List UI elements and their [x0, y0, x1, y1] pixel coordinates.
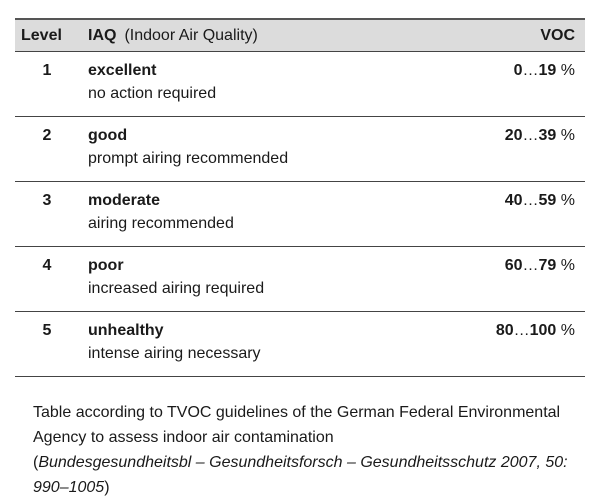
voc-unit: %	[556, 62, 575, 79]
row-level: 4	[42, 257, 52, 274]
header-iaq-abbr: IAQ	[88, 27, 117, 44]
table-caption: Table according to TVOC guidelines of th…	[33, 400, 573, 500]
row-description: no action required	[88, 85, 217, 102]
row-quality: excellent	[88, 62, 157, 79]
voc-max: 79	[538, 257, 557, 274]
table-row: 5 unhealthy intense airing necessary 80……	[15, 312, 585, 377]
voc-min: 20	[504, 127, 523, 144]
row-voc-range: 80…100 %	[495, 322, 575, 339]
header-level: Level	[21, 27, 62, 44]
voc-max: 100	[529, 322, 557, 339]
row-quality: good	[88, 127, 128, 144]
header-voc: VOC	[540, 27, 575, 44]
table-row: 2 good prompt airing recommended 20…39 %	[15, 117, 585, 182]
header-iaq: IAQ (Indoor Air Quality)	[88, 27, 258, 45]
voc-min: 80	[495, 322, 514, 339]
voc-max: 19	[538, 62, 557, 79]
row-level: 2	[42, 127, 52, 144]
header-iaq-full: (Indoor Air Quality)	[124, 27, 258, 44]
row-level: 3	[42, 192, 52, 209]
voc-unit: %	[556, 127, 575, 144]
iaq-table: Level IAQ (Indoor Air Quality) VOC 1 exce…	[15, 18, 585, 377]
row-voc-range: 60…79 %	[504, 257, 575, 274]
table-header: Level IAQ (Indoor Air Quality) VOC	[15, 20, 585, 52]
voc-max: 59	[538, 192, 557, 209]
row-description: prompt airing recommended	[88, 150, 289, 167]
row-voc-range: 20…39 %	[504, 127, 575, 144]
row-description: increased airing required	[88, 280, 265, 297]
caption-citation: Bundesgesundheitsbl – Gesundheitsforsch …	[33, 454, 568, 496]
row-voc-range: 40…59 %	[504, 192, 575, 209]
voc-unit: %	[556, 322, 575, 339]
voc-min: 60	[504, 257, 523, 274]
paren-open: (	[33, 454, 39, 471]
voc-min: 40	[504, 192, 523, 209]
paren-close: )	[104, 479, 110, 496]
voc-unit: %	[556, 192, 575, 209]
row-voc-range: 0…19 %	[513, 62, 575, 79]
voc-unit: %	[556, 257, 575, 274]
row-level: 5	[42, 322, 52, 339]
row-description: intense airing necessary	[88, 345, 261, 362]
row-quality: unhealthy	[88, 322, 164, 339]
voc-min: 0	[513, 62, 523, 79]
voc-max: 39	[538, 127, 557, 144]
row-quality: moderate	[88, 192, 161, 209]
row-quality: poor	[88, 257, 124, 274]
table-row: 3 moderate airing recommended 40…59 %	[15, 182, 585, 247]
caption-text: Table according to TVOC guidelines of th…	[33, 404, 561, 446]
row-level: 1	[42, 62, 52, 79]
table-row: 1 excellent no action required 0…19 %	[15, 52, 585, 117]
table-row: 4 poor increased airing required 60…79 %	[15, 247, 585, 312]
row-description: airing recommended	[88, 215, 234, 232]
